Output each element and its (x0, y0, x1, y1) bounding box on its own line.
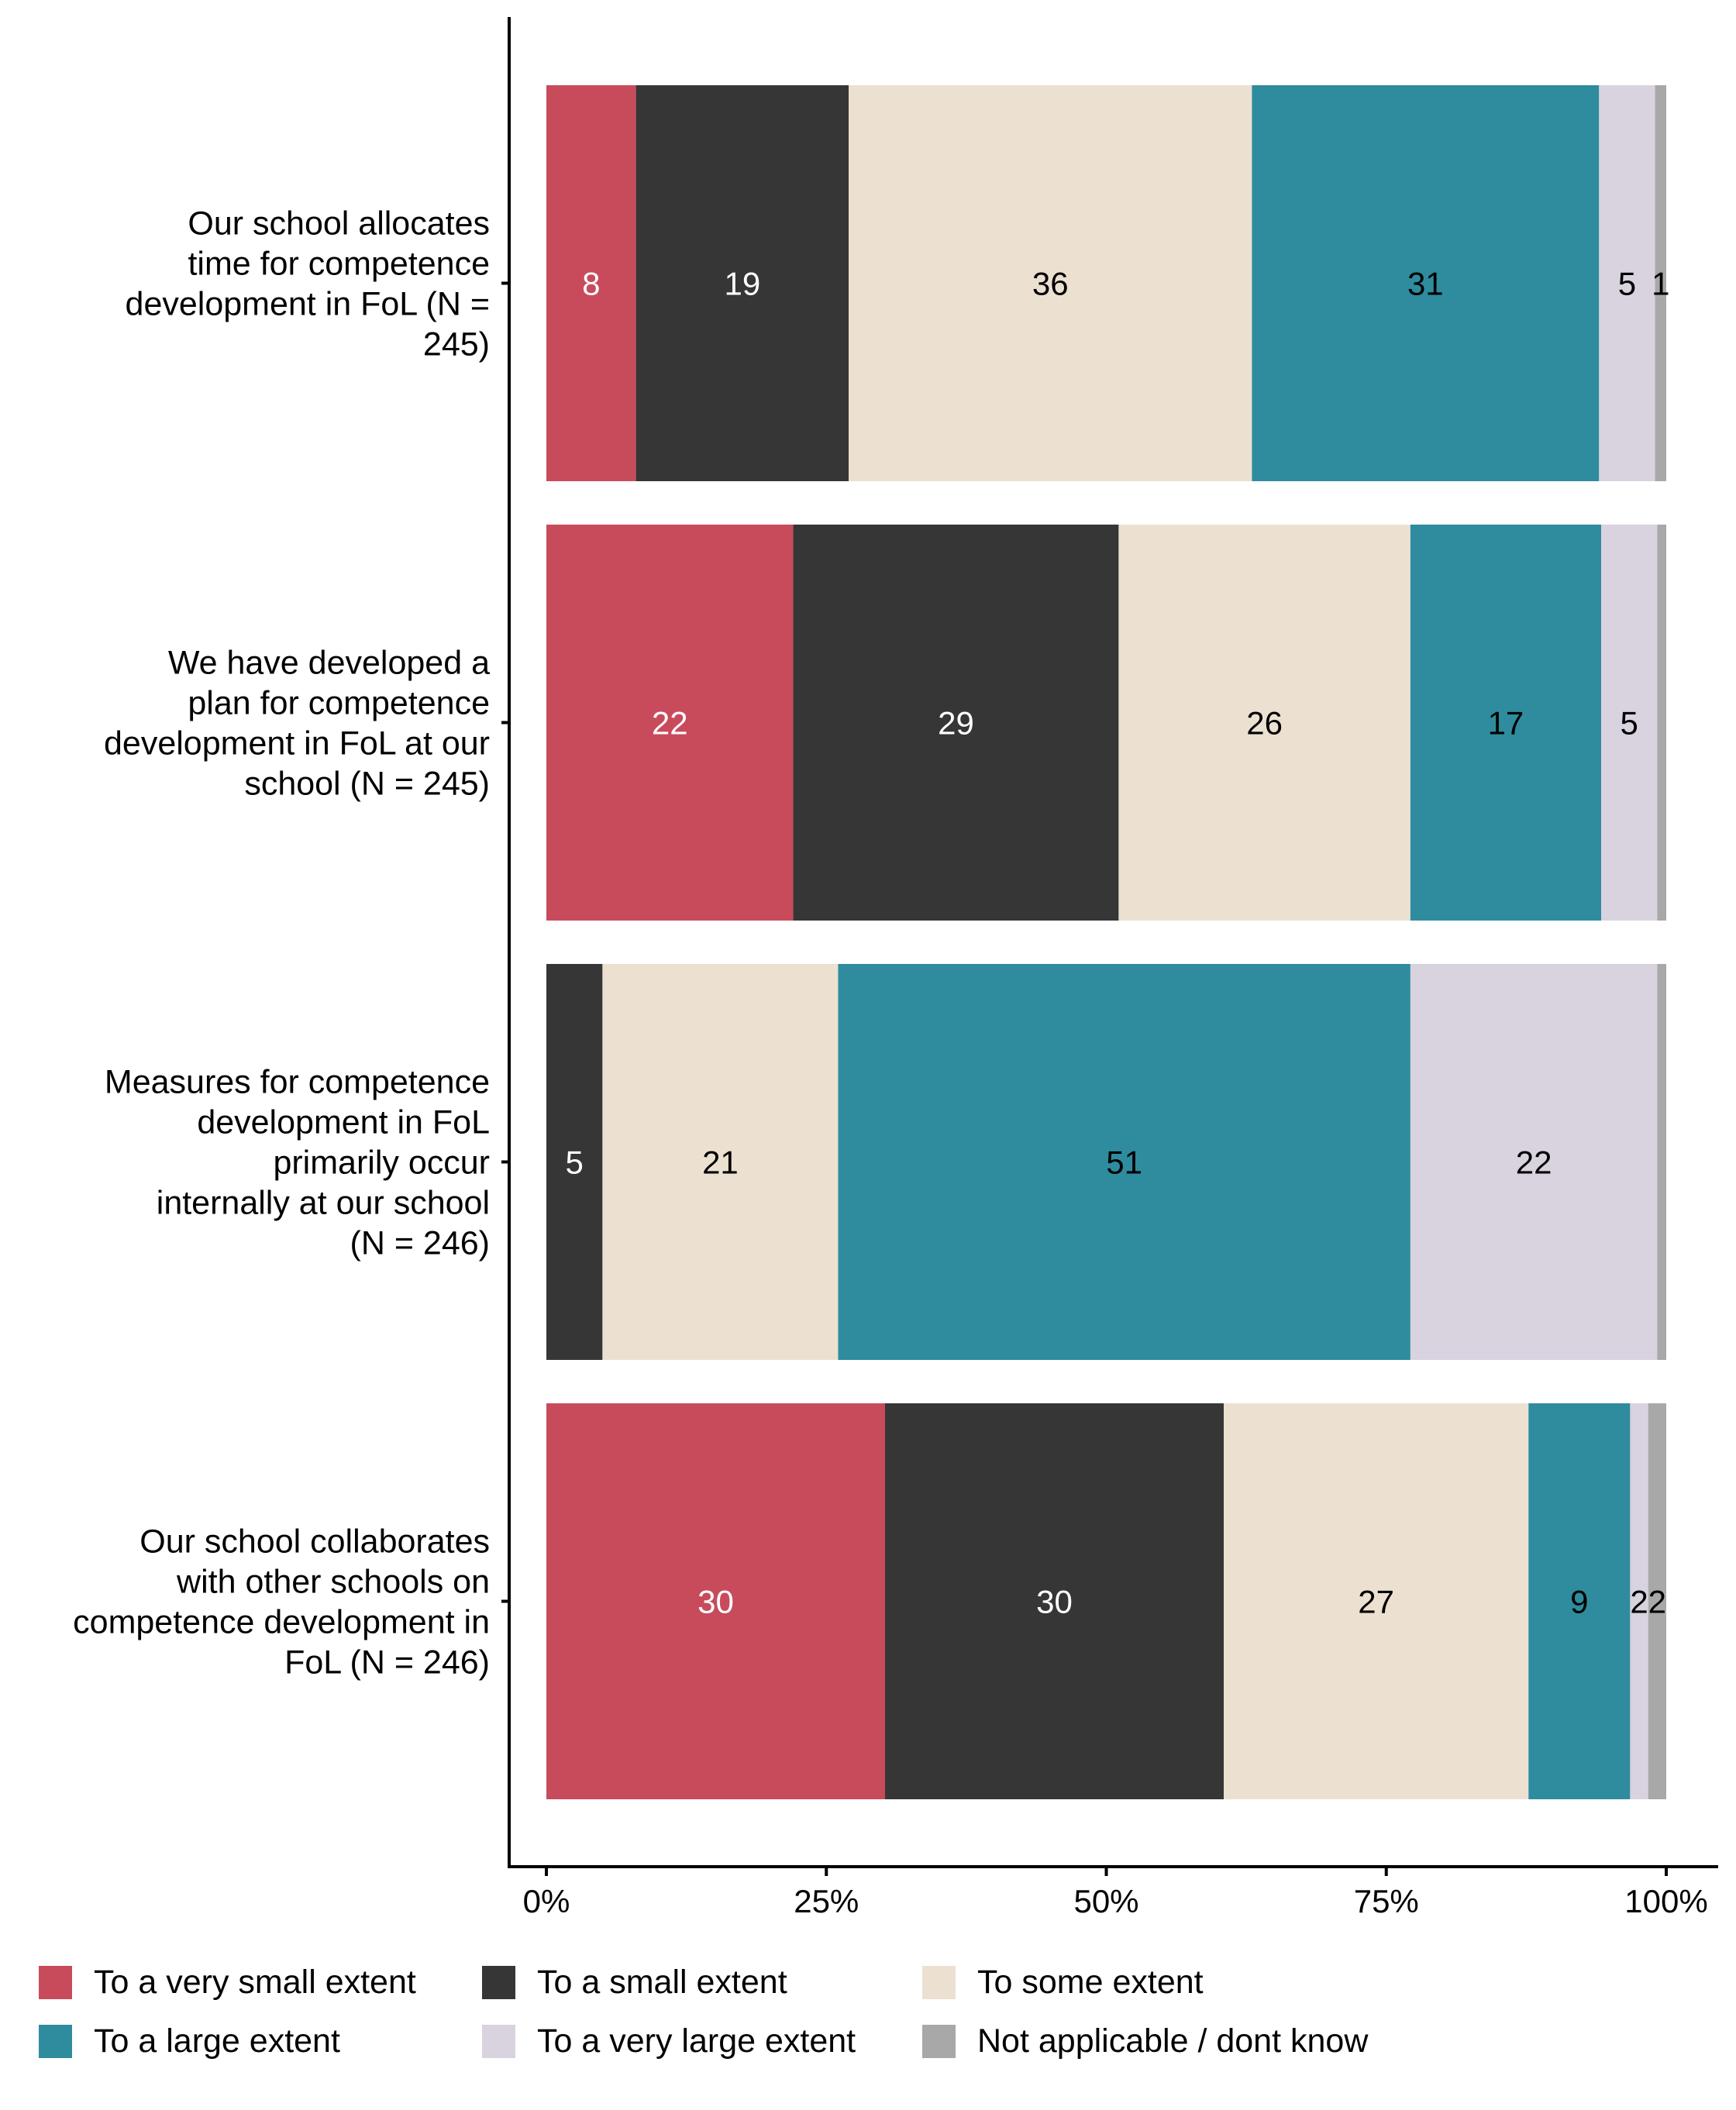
bar-segment (1528, 1403, 1631, 1799)
segment-value-label: 36 (1032, 266, 1069, 302)
segment-value-label: 22 (652, 705, 688, 742)
legend-item-very-large-extent: To a very large extent (482, 2022, 922, 2060)
bar-segment (1410, 525, 1602, 921)
legend-label: To some extent (977, 1963, 1204, 2001)
legend-item-very-small-extent: To a very small extent (39, 1964, 482, 2002)
bar-segment (546, 964, 603, 1360)
bar-segment (546, 1403, 885, 1799)
x-tick-label: 0% (523, 1883, 570, 1919)
segment-value-label: 29 (938, 705, 974, 742)
legend-swatch (482, 1965, 515, 1999)
bar-segment (849, 85, 1252, 481)
legend-item-large-extent: To a large extent (39, 2022, 482, 2060)
category-label: We have developed a plan for competence de… (104, 645, 490, 803)
legend-item-not-applicable: Not applicable / dont know (922, 2022, 1465, 2060)
y-ticks-group (501, 281, 509, 1603)
legend-row: To a large extent To a very large extent… (39, 2012, 1728, 2070)
segment-value-label: 30 (1036, 1584, 1073, 1620)
legend-swatch (39, 1965, 72, 1999)
legend-item-small-extent: To a small extent (482, 1964, 922, 2002)
legend-row: To a very small extent To a small extent… (39, 1953, 1728, 2012)
bar-segment (546, 525, 794, 921)
segment-value-label: 22 (1516, 1144, 1552, 1181)
legend-label: To a very large extent (537, 2022, 856, 2060)
segment-value-label: 51 (1106, 1144, 1142, 1181)
bar-segment (1599, 85, 1655, 481)
segment-value-label: 5 (1618, 266, 1636, 302)
x-tick-label: 25% (794, 1883, 859, 1919)
bar-segment (1601, 525, 1658, 921)
segment-value-label: 8 (582, 266, 600, 302)
segment-value-label: 9 (1570, 1584, 1588, 1620)
legend: To a very small extent To a small extent… (39, 1953, 1728, 2070)
segment-value-label: 19 (725, 266, 761, 302)
legend-swatch (922, 2024, 956, 2058)
bar-segment (1223, 1403, 1529, 1799)
bar-segment (636, 85, 849, 481)
bars-group (546, 85, 1666, 1799)
bar-segment (884, 1403, 1224, 1799)
category-label: Measures for competence development in Fo… (105, 1064, 490, 1262)
category-label: Our school collaborates with other school… (73, 1523, 490, 1681)
bar-segment (1655, 85, 1666, 481)
legend-label: To a very small extent (94, 1963, 416, 2001)
bar-segment (793, 525, 1119, 921)
category-label: Our school allocates time for competence d… (126, 205, 490, 363)
segment-value-label: 31 (1407, 266, 1444, 302)
x-ticks-group: 0% 25% 50% 75% 100% (523, 1867, 1708, 1919)
x-tick-label: 100% (1624, 1883, 1707, 1919)
segment-value-label: 27 (1358, 1584, 1394, 1620)
segment-value-label: 30 (698, 1584, 734, 1620)
bar-segment (838, 964, 1410, 1360)
legend-swatch (922, 1965, 956, 1999)
legend-label: To a large extent (94, 2022, 340, 2060)
segment-value-label: 1 (1652, 266, 1669, 302)
legend-label: To a small extent (537, 1963, 787, 2001)
bar-segment (1657, 525, 1666, 921)
bar-segment (1657, 964, 1666, 1360)
bar-segment (1410, 964, 1658, 1360)
segment-value-label: 5 (566, 1144, 584, 1181)
legend-label: Not applicable / dont know (977, 2022, 1369, 2060)
bar-segment (1252, 85, 1600, 481)
x-tick-label: 75% (1354, 1883, 1419, 1919)
bar-segment (1648, 1403, 1666, 1799)
segment-value-label: 17 (1488, 705, 1524, 742)
bar-segment (1118, 525, 1410, 921)
legend-swatch (39, 2024, 72, 2058)
segment-value-label: 2 (1630, 1584, 1648, 1620)
segment-value-label: 2 (1648, 1584, 1666, 1620)
category-labels-group: Our school allocates time for competence d… (73, 205, 490, 1681)
bar-segment (602, 964, 839, 1360)
segment-value-label: 5 (1621, 705, 1638, 742)
bar-segment (1630, 1403, 1648, 1799)
legend-item-some-extent: To some extent (922, 1964, 1465, 2002)
legend-swatch (482, 2024, 515, 2058)
x-tick-label: 50% (1073, 1883, 1138, 1919)
bar-segment (546, 85, 636, 481)
segment-value-label: 21 (702, 1144, 739, 1181)
segment-value-label: 26 (1246, 705, 1283, 742)
